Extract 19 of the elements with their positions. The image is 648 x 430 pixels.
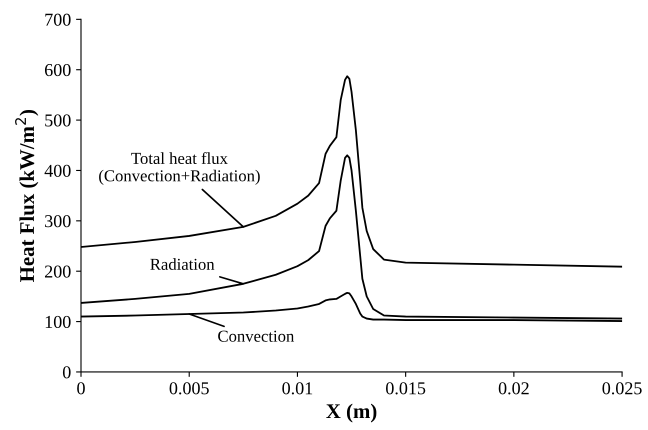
x-tick-label: 0.025 bbox=[602, 382, 642, 394]
x-tick-label: 0.02 bbox=[498, 382, 529, 394]
legend-label: Convection bbox=[218, 330, 294, 342]
x-tick-label: 0.015 bbox=[386, 382, 426, 394]
y-tick-label: 300 bbox=[45, 215, 71, 228]
y-tick-label: 100 bbox=[46, 316, 71, 328]
text: Total heat flux (Convection+Radiation) bbox=[99, 152, 260, 185]
x-tick-label: 0 bbox=[77, 382, 85, 394]
y-tick-label: 500 bbox=[45, 114, 71, 127]
y-tick-label: 600 bbox=[44, 64, 71, 76]
y-axis-title: Heat Flux (kW/m$^{2}$) bbox=[15, 110, 38, 282]
x-tick-label: 0.01 bbox=[282, 382, 312, 394]
y-tick-label: 700 bbox=[45, 14, 71, 26]
series-label: Radiation bbox=[150, 258, 214, 270]
x-tick-label: 0.005 bbox=[170, 382, 209, 394]
y-tick-label: 0 bbox=[62, 366, 71, 378]
x-axis-title: X (m) bbox=[326, 404, 376, 422]
y-tick-label: 400 bbox=[44, 164, 71, 177]
y-tick-label: 200 bbox=[44, 265, 71, 278]
